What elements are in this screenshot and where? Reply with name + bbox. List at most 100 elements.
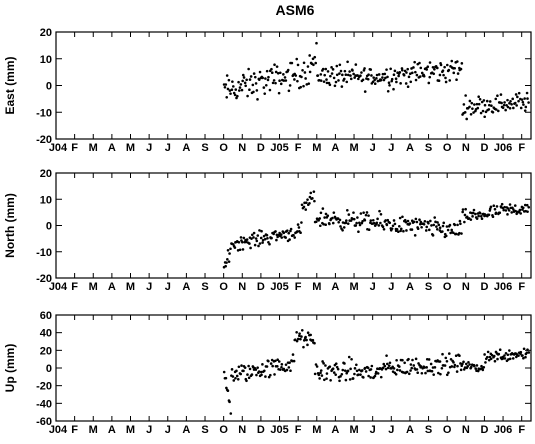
x-tick-label: N [238, 281, 246, 293]
data-point [329, 74, 332, 78]
data-point [308, 202, 311, 205]
data-point [316, 74, 320, 77]
data-point [516, 95, 519, 99]
data-point [231, 375, 235, 378]
data-point [459, 368, 463, 372]
data-point [253, 75, 257, 79]
data-point [312, 190, 316, 193]
data-point [461, 362, 464, 366]
data-point [251, 83, 255, 87]
data-point [320, 374, 324, 377]
data-point [480, 217, 484, 220]
data-point [515, 104, 518, 107]
data-point [464, 207, 467, 211]
data-point [289, 229, 292, 233]
data-point [456, 223, 459, 227]
data-point [401, 215, 404, 219]
data-point [523, 203, 527, 207]
data-point [342, 226, 346, 229]
data-point [318, 224, 322, 228]
data-point [372, 76, 375, 79]
data-point [224, 376, 228, 380]
data-point [267, 375, 271, 379]
data-point [527, 351, 531, 354]
x-tick-label: S [425, 281, 432, 293]
data-point [402, 229, 405, 233]
data-point [365, 211, 369, 214]
data-point [455, 78, 458, 81]
x-tick-label: N [462, 281, 470, 293]
data-point [304, 77, 307, 80]
data-point [296, 230, 299, 233]
y-tick-label: 20 [40, 168, 52, 180]
data-point [317, 373, 321, 377]
data-point [296, 337, 300, 341]
data-point [275, 233, 279, 237]
data-point [484, 110, 488, 114]
data-point [409, 80, 413, 84]
data-point [324, 67, 328, 71]
data-point [323, 73, 327, 77]
data-point [383, 72, 387, 76]
data-point [435, 227, 439, 231]
data-point [363, 67, 366, 70]
data-point [346, 60, 349, 64]
data-point [350, 357, 353, 361]
data-point [474, 367, 477, 370]
data-point [391, 224, 395, 228]
data-point [335, 365, 339, 369]
x-tick-label: J05 [270, 424, 288, 436]
data-point [441, 69, 445, 72]
data-point [419, 220, 423, 224]
x-tick-label: D [480, 142, 488, 154]
x-tick-label: S [201, 142, 208, 154]
data-point [282, 73, 285, 76]
y-tick-label: 0 [46, 81, 52, 93]
data-point [447, 68, 451, 72]
data-point [472, 364, 476, 368]
data-point [397, 365, 401, 368]
data-point [517, 99, 520, 103]
data-point [397, 230, 400, 234]
data-point [467, 360, 470, 364]
data-point [318, 377, 321, 380]
data-point [437, 371, 440, 375]
data-point [315, 365, 319, 368]
data-point [436, 221, 439, 224]
data-point [264, 83, 268, 87]
data-point [241, 79, 244, 83]
x-tick-label: M [89, 281, 98, 293]
x-tick-label: O [443, 142, 452, 154]
x-tick-label: J [370, 142, 376, 154]
data-point [336, 217, 340, 220]
data-point [237, 365, 241, 369]
data-point [407, 75, 411, 79]
data-point [522, 347, 526, 351]
data-point [339, 375, 342, 378]
x-tick-label: J [146, 424, 152, 436]
data-point [517, 91, 521, 95]
y-tick-label: 20 [40, 345, 52, 357]
data-point [257, 78, 261, 81]
data-point [393, 69, 397, 73]
data-point [325, 377, 328, 380]
data-point [436, 66, 439, 70]
data-point [458, 354, 461, 357]
data-point [225, 261, 228, 264]
data-point [311, 338, 315, 342]
data-point [252, 90, 255, 94]
data-point [399, 229, 402, 233]
data-point [351, 69, 354, 72]
data-point [256, 98, 259, 101]
data-point [325, 372, 329, 375]
data-point [506, 353, 510, 357]
data-point [228, 400, 231, 404]
data-point [414, 357, 418, 361]
data-points [222, 41, 530, 121]
data-point [494, 211, 498, 215]
data-point [475, 102, 479, 106]
data-point [341, 73, 344, 77]
data-point [226, 258, 229, 261]
data-point [242, 236, 246, 240]
